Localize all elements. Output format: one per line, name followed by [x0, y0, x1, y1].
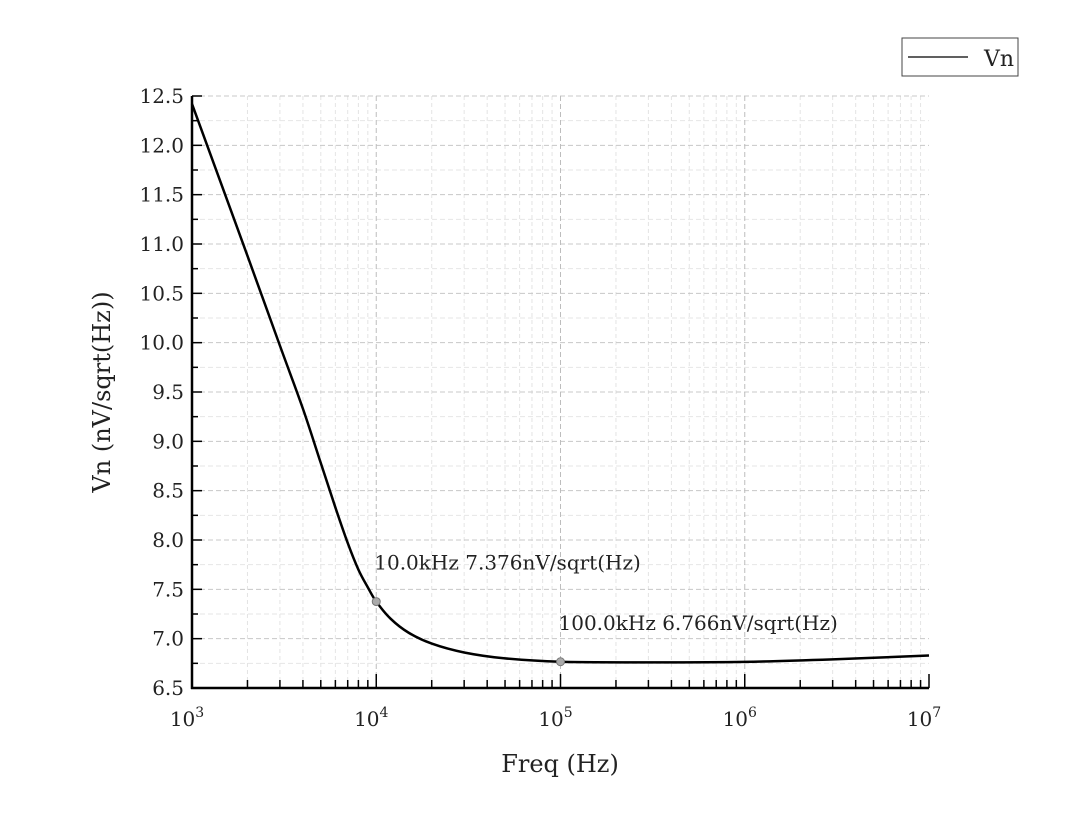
y-tick-label: 9.5	[152, 380, 184, 404]
y-axis-label: Vn (nV/sqrt(Hz))	[88, 291, 116, 493]
grid	[192, 95, 929, 688]
y-tick-label: 6.5	[152, 676, 184, 700]
y-tick-label: 8.0	[152, 528, 184, 552]
x-tick-label: 105	[538, 705, 572, 731]
x-tick-label: 107	[907, 705, 941, 731]
x-tick-label: 103	[170, 705, 204, 731]
x-tick-label: 106	[723, 705, 757, 731]
y-tick-label: 11.0	[139, 232, 184, 256]
legend-label: Vn	[983, 47, 1014, 72]
y-tick-label: 12.0	[139, 133, 184, 157]
y-tick-label: 10.5	[139, 281, 184, 305]
x-tick-label: 104	[354, 705, 388, 731]
annotation-label: 100.0kHz 6.766nV/sqrt(Hz)	[559, 611, 838, 635]
annotations: 10.0kHz 7.376nV/sqrt(Hz) 100.0kHz 6.766nV…	[371, 551, 838, 667]
y-tick-label: 10.0	[139, 331, 184, 355]
y-tick-label: 7.5	[152, 577, 184, 601]
annotation-label: 10.0kHz 7.376nV/sqrt(Hz)	[374, 551, 641, 575]
annotation-marker	[371, 597, 381, 607]
y-tick-label: 11.5	[139, 183, 184, 207]
y-tick-label: 8.5	[152, 479, 184, 503]
x-axis-label: Freq (Hz)	[501, 750, 619, 778]
y-tick-label: 7.0	[152, 627, 184, 651]
y-tick-label: 9.0	[152, 429, 184, 453]
y-tick-label: 12.5	[139, 84, 184, 108]
annotation-marker	[556, 657, 565, 667]
axes: 6.5 7.0 7.5 8.0 8.5 9.0 9.5 10.0 10.5 11.0 11.5 12.…	[139, 84, 941, 731]
legend: Vn	[901, 37, 1019, 77]
